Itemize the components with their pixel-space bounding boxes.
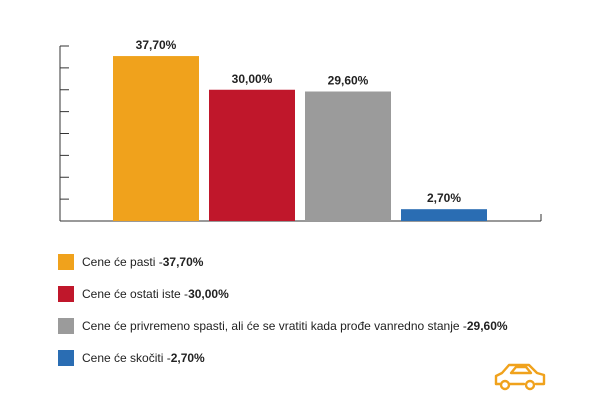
data-label: 2,70% <box>427 191 461 205</box>
bar <box>305 91 391 221</box>
legend-swatch <box>58 286 74 302</box>
legend-label: Cene će ostati iste - <box>82 287 189 301</box>
legend: Cene će pasti - 37,70% Cene će ostati is… <box>58 254 508 382</box>
legend-item-prices-rise: Cene će skočiti - 2,70% <box>58 350 508 366</box>
bar <box>401 209 487 221</box>
legend-swatch <box>58 350 74 366</box>
legend-item-prices-temporary: Cene će privremeno spasti, ali će se vra… <box>58 318 508 334</box>
legend-value: 2,70% <box>170 351 205 365</box>
data-label: 37,70% <box>136 38 177 52</box>
legend-label: Cene će skočiti - <box>82 351 171 365</box>
legend-item-prices-fall: Cene će pasti - 37,70% <box>58 254 508 270</box>
bar-chart: 37,70% 30,00% 29,60% 2,70% <box>59 38 542 222</box>
legend-swatch <box>58 254 74 270</box>
legend-label: Cene će pasti - <box>82 255 163 269</box>
legend-value: 29,60% <box>466 319 508 333</box>
legend-swatch <box>58 318 74 334</box>
car-logo-icon <box>494 363 546 391</box>
legend-value: 30,00% <box>188 287 229 301</box>
bar <box>113 56 199 221</box>
legend-item-prices-same: Cene će ostati iste - 30,00% <box>58 286 508 302</box>
legend-label: Cene će privremeno spasti, ali će se vra… <box>82 319 467 333</box>
data-label: 29,60% <box>328 74 369 88</box>
bar <box>209 89 295 221</box>
data-label: 30,00% <box>232 72 273 86</box>
legend-value: 37,70% <box>162 255 204 269</box>
